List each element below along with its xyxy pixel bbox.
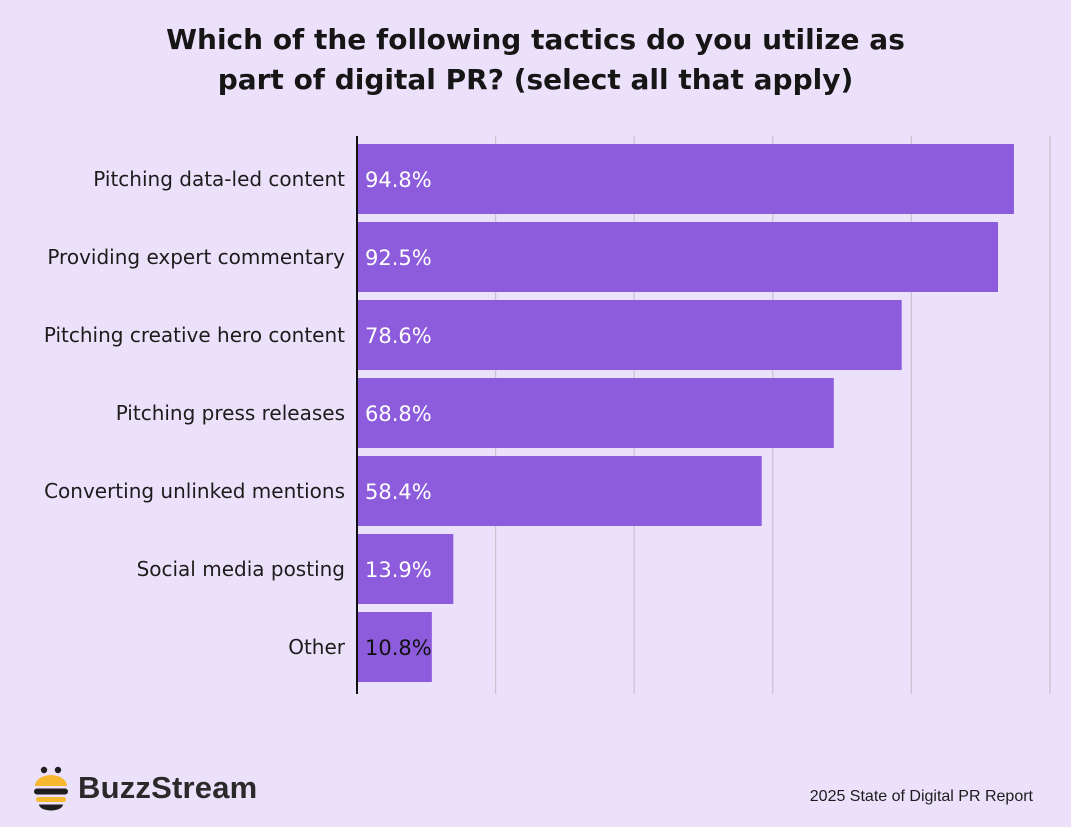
bee-icon xyxy=(34,766,68,811)
buzzstream-logo: BuzzStream xyxy=(32,760,257,816)
data-label: 92.5% xyxy=(365,246,432,270)
data-label: 94.8% xyxy=(365,168,432,192)
chart-title: Which of the following tactics do you ut… xyxy=(0,20,1071,100)
data-label: 10.8% xyxy=(365,636,432,660)
data-label: 58.4% xyxy=(365,480,432,504)
logo-wordmark: BuzzStream xyxy=(78,770,258,805)
data-label: 68.8% xyxy=(365,402,432,426)
bar xyxy=(357,378,834,448)
source-note: 2025 State of Digital PR Report xyxy=(809,788,1033,805)
data-label: 78.6% xyxy=(365,324,432,348)
bar xyxy=(357,300,902,370)
chart-title-line-1: Which of the following tactics do you ut… xyxy=(166,23,905,56)
category-label: Pitching creative hero content xyxy=(44,323,345,347)
category-label: Other xyxy=(288,635,346,659)
category-label: Providing expert commentary xyxy=(47,245,345,269)
category-label: Converting unlinked mentions xyxy=(44,479,345,503)
category-label: Pitching press releases xyxy=(116,401,345,425)
category-label: Social media posting xyxy=(137,557,345,581)
category-label: Pitching data-led content xyxy=(93,167,345,191)
chart-title-line-2: part of digital PR? (select all that app… xyxy=(217,63,854,96)
bar xyxy=(357,612,432,682)
data-label: 13.9% xyxy=(365,558,432,582)
bar xyxy=(357,222,999,292)
bar xyxy=(357,144,1014,214)
bar xyxy=(357,456,762,526)
bar xyxy=(357,534,454,604)
